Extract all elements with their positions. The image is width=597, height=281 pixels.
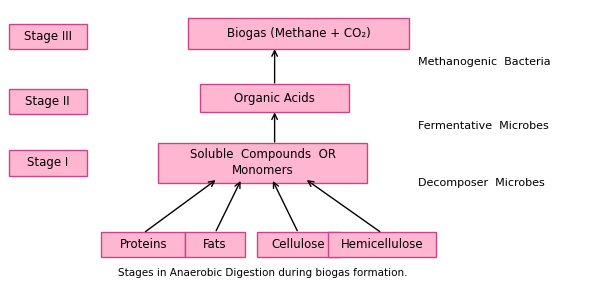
FancyBboxPatch shape [185,232,245,257]
FancyBboxPatch shape [188,18,409,49]
FancyBboxPatch shape [328,232,436,257]
FancyBboxPatch shape [158,143,367,183]
FancyBboxPatch shape [9,89,87,114]
FancyBboxPatch shape [9,24,87,49]
Text: Fats: Fats [203,238,227,251]
Text: Organic Acids: Organic Acids [234,92,315,105]
Text: Biogas (Methane + CO₂): Biogas (Methane + CO₂) [227,27,370,40]
Text: Stage I: Stage I [27,157,69,169]
FancyBboxPatch shape [9,150,87,176]
Text: Fermentative  Microbes: Fermentative Microbes [418,121,549,132]
FancyBboxPatch shape [200,84,349,112]
Text: Stage III: Stage III [24,30,72,43]
Text: Stages in Anaerobic Digestion during biogas formation.: Stages in Anaerobic Digestion during bio… [118,268,407,278]
Text: Soluble  Compounds  OR
Monomers: Soluble Compounds OR Monomers [190,148,336,178]
Text: Cellulose: Cellulose [272,238,325,251]
Text: Hemicellulose: Hemicellulose [341,238,423,251]
FancyBboxPatch shape [101,232,185,257]
Text: Stage II: Stage II [26,95,70,108]
Text: Decomposer  Microbes: Decomposer Microbes [418,178,544,188]
Text: Proteins: Proteins [119,238,167,251]
Text: Methanogenic  Bacteria: Methanogenic Bacteria [418,57,550,67]
FancyBboxPatch shape [257,232,340,257]
